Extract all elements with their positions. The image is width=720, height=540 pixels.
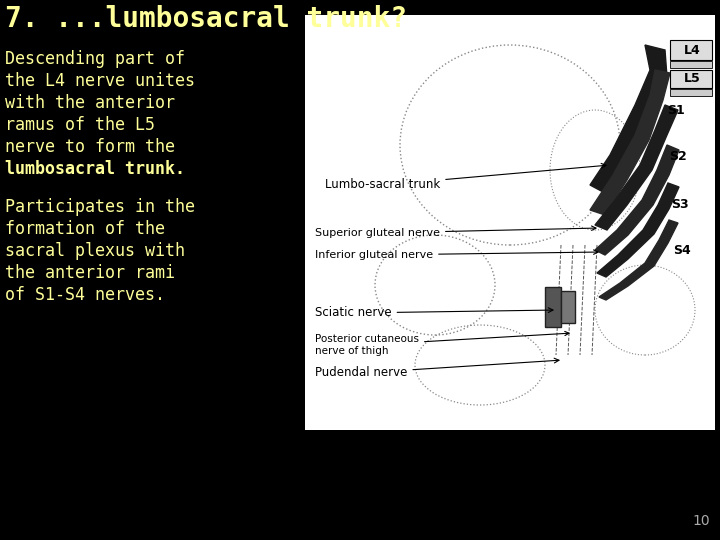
Bar (670, 40, 712, 60)
Text: Descending part of: Descending part of (5, 50, 185, 68)
Text: 10: 10 (693, 514, 710, 528)
Text: lumbosacral trunk.: lumbosacral trunk. (5, 160, 185, 178)
Text: 7. ...lumbosacral trunk?: 7. ...lumbosacral trunk? (5, 5, 407, 33)
Text: S2: S2 (669, 151, 687, 164)
Text: of S1-S4 nerves.: of S1-S4 nerves. (5, 286, 165, 304)
Text: Participates in the: Participates in the (5, 198, 195, 216)
Text: sacral plexus with: sacral plexus with (5, 242, 185, 260)
Bar (561, 291, 575, 323)
Polygon shape (590, 45, 667, 193)
Bar (670, 89, 712, 96)
Text: with the anterior: with the anterior (5, 94, 175, 112)
Text: S4: S4 (673, 245, 690, 258)
Text: S3: S3 (671, 198, 688, 211)
Text: L5: L5 (683, 72, 701, 85)
Bar (545, 287, 561, 327)
Polygon shape (597, 183, 679, 277)
Bar (670, 70, 712, 88)
Polygon shape (590, 70, 670, 215)
Text: ramus of the L5: ramus of the L5 (5, 116, 155, 134)
Polygon shape (595, 105, 678, 230)
Text: Lumbo-sacral trunk: Lumbo-sacral trunk (325, 164, 606, 192)
Text: Inferior gluteal nerve: Inferior gluteal nerve (315, 250, 598, 260)
Text: Superior gluteal nerve: Superior gluteal nerve (315, 226, 596, 238)
Text: Pudendal nerve: Pudendal nerve (315, 358, 559, 380)
Text: the L4 nerve unites: the L4 nerve unites (5, 72, 195, 90)
Text: nerve to form the: nerve to form the (5, 138, 175, 156)
Text: L4: L4 (683, 44, 701, 57)
Text: the anterior rami: the anterior rami (5, 264, 175, 282)
Bar (670, 61, 712, 68)
Text: formation of the: formation of the (5, 220, 165, 238)
Text: Posterior cutaneous
nerve of thigh: Posterior cutaneous nerve of thigh (315, 332, 569, 356)
Text: S1: S1 (667, 104, 685, 117)
Polygon shape (595, 145, 679, 255)
Polygon shape (599, 220, 678, 300)
Bar (305, 15, 715, 430)
Text: Sciatic nerve: Sciatic nerve (315, 307, 553, 320)
